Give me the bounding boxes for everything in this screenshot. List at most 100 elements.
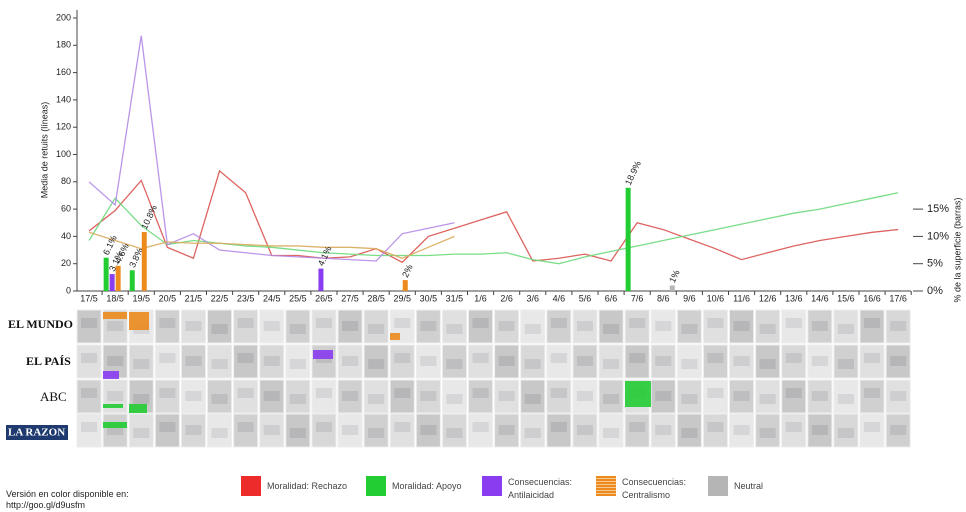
newspaper-name: EL PAÍS [26, 354, 71, 368]
page-thumb-detail [734, 391, 750, 401]
y-tick-label: 0 [66, 285, 71, 295]
page-thumb-detail [603, 324, 619, 334]
bar-value-label: 4.1% [316, 245, 334, 268]
page-thumb-detail [368, 359, 384, 369]
page-thumb-detail [420, 425, 436, 435]
bar-value-label: 1% [667, 268, 682, 284]
highlight [390, 333, 400, 340]
legend-swatch [708, 476, 728, 496]
page-thumb-detail [786, 353, 802, 363]
page-thumb-detail [290, 428, 306, 438]
page-thumb-detail [786, 388, 802, 398]
x-tick-label: 1/6 [474, 293, 487, 303]
page-thumb-detail [238, 318, 254, 328]
legend-swatch [596, 476, 616, 496]
x-tick-label: 24/5 [263, 293, 281, 303]
page-thumb-detail [238, 422, 254, 432]
page-thumb-detail [838, 394, 854, 404]
x-tick-label: 12/6 [759, 293, 777, 303]
page-thumb-detail [368, 324, 384, 334]
x-tick-label: 21/5 [185, 293, 203, 303]
page-thumb-detail [394, 388, 410, 398]
page-thumb-detail [603, 428, 619, 438]
page-thumb-detail [473, 388, 489, 398]
highlight [103, 404, 123, 408]
bar [116, 266, 121, 291]
page-thumb-detail [525, 324, 541, 334]
page-thumb-detail [264, 356, 280, 366]
page-thumb-detail [864, 318, 880, 328]
legend-label: Consecuencias: Centralismo [622, 476, 694, 502]
x-tick-label: 4/6 [553, 293, 566, 303]
legend-swatch [241, 476, 261, 496]
legend-item: Consecuencias: Antilaicidad [482, 476, 580, 502]
page-thumb-detail [525, 428, 541, 438]
bar-value-label: 18.9% [623, 159, 643, 186]
page-thumb-detail [290, 324, 306, 334]
y2-tick-label: 10% [927, 230, 949, 242]
page-thumb-detail [786, 318, 802, 328]
page-thumb-detail [577, 425, 593, 435]
bar [626, 188, 631, 291]
page-thumb-detail [473, 318, 489, 328]
page-thumb-detail [446, 428, 462, 438]
x-tick-label: 11/6 [733, 293, 750, 303]
y2-axis-label: % de la superficie (barras) [952, 197, 962, 302]
y-tick-label: 180 [56, 40, 71, 50]
x-tick-label: 8/6 [657, 293, 670, 303]
page-thumb-detail [760, 359, 776, 369]
page-thumb-detail [629, 353, 645, 363]
page-thumb-detail [473, 422, 489, 432]
page-thumb-detail [499, 356, 515, 366]
x-tick-label: 10/6 [707, 293, 725, 303]
bar [318, 269, 323, 291]
page-thumb-detail [446, 359, 462, 369]
highlight [103, 371, 119, 379]
y-tick-label: 160 [56, 67, 71, 77]
page-thumb-detail [864, 353, 880, 363]
page-thumb-detail [499, 425, 515, 435]
page-thumb-detail [551, 318, 567, 328]
legend-item: Moralidad: Apoyo [366, 476, 462, 496]
page-thumb-detail [838, 359, 854, 369]
x-tick-label: 28/5 [367, 293, 385, 303]
page-thumb-detail [890, 321, 906, 331]
bar-value-label: 2% [400, 263, 415, 279]
page-thumb-detail [551, 422, 567, 432]
page-thumb-detail [812, 356, 828, 366]
page-thumb-detail [864, 388, 880, 398]
page-thumb-detail [159, 353, 175, 363]
page-thumb-detail [185, 356, 201, 366]
page-thumb-detail [734, 356, 750, 366]
page-thumb-detail [420, 391, 436, 401]
page-thumb-detail [551, 353, 567, 363]
page-thumb-detail [655, 391, 671, 401]
page-thumb-detail [525, 359, 541, 369]
page-thumb-detail [577, 356, 593, 366]
page-thumb-detail [212, 324, 228, 334]
bar [104, 258, 109, 291]
page-thumb-detail [185, 321, 201, 331]
page-thumb-detail [525, 394, 541, 404]
page-thumb-detail [238, 388, 254, 398]
page-thumb-detail [812, 425, 828, 435]
y-tick-label: 80 [61, 176, 71, 186]
page-thumb-detail [499, 321, 515, 331]
newspaper-name: ABC [40, 389, 67, 404]
bar [130, 270, 135, 291]
bar [670, 286, 675, 291]
bar [403, 280, 408, 291]
x-tick-label: 29/5 [393, 293, 411, 303]
x-tick-label: 13/6 [785, 293, 803, 303]
page-thumb-detail [212, 428, 228, 438]
page-thumb-detail [394, 318, 410, 328]
page-thumb-detail [551, 388, 567, 398]
x-tick-label: 26/5 [315, 293, 333, 303]
page-thumb-detail [185, 425, 201, 435]
x-tick-label: 19/5 [132, 293, 150, 303]
page-thumb-detail [681, 394, 697, 404]
page-thumb-detail [655, 356, 671, 366]
page-thumb-detail [760, 428, 776, 438]
page-thumb-detail [734, 425, 750, 435]
page-thumb-detail [133, 428, 149, 438]
